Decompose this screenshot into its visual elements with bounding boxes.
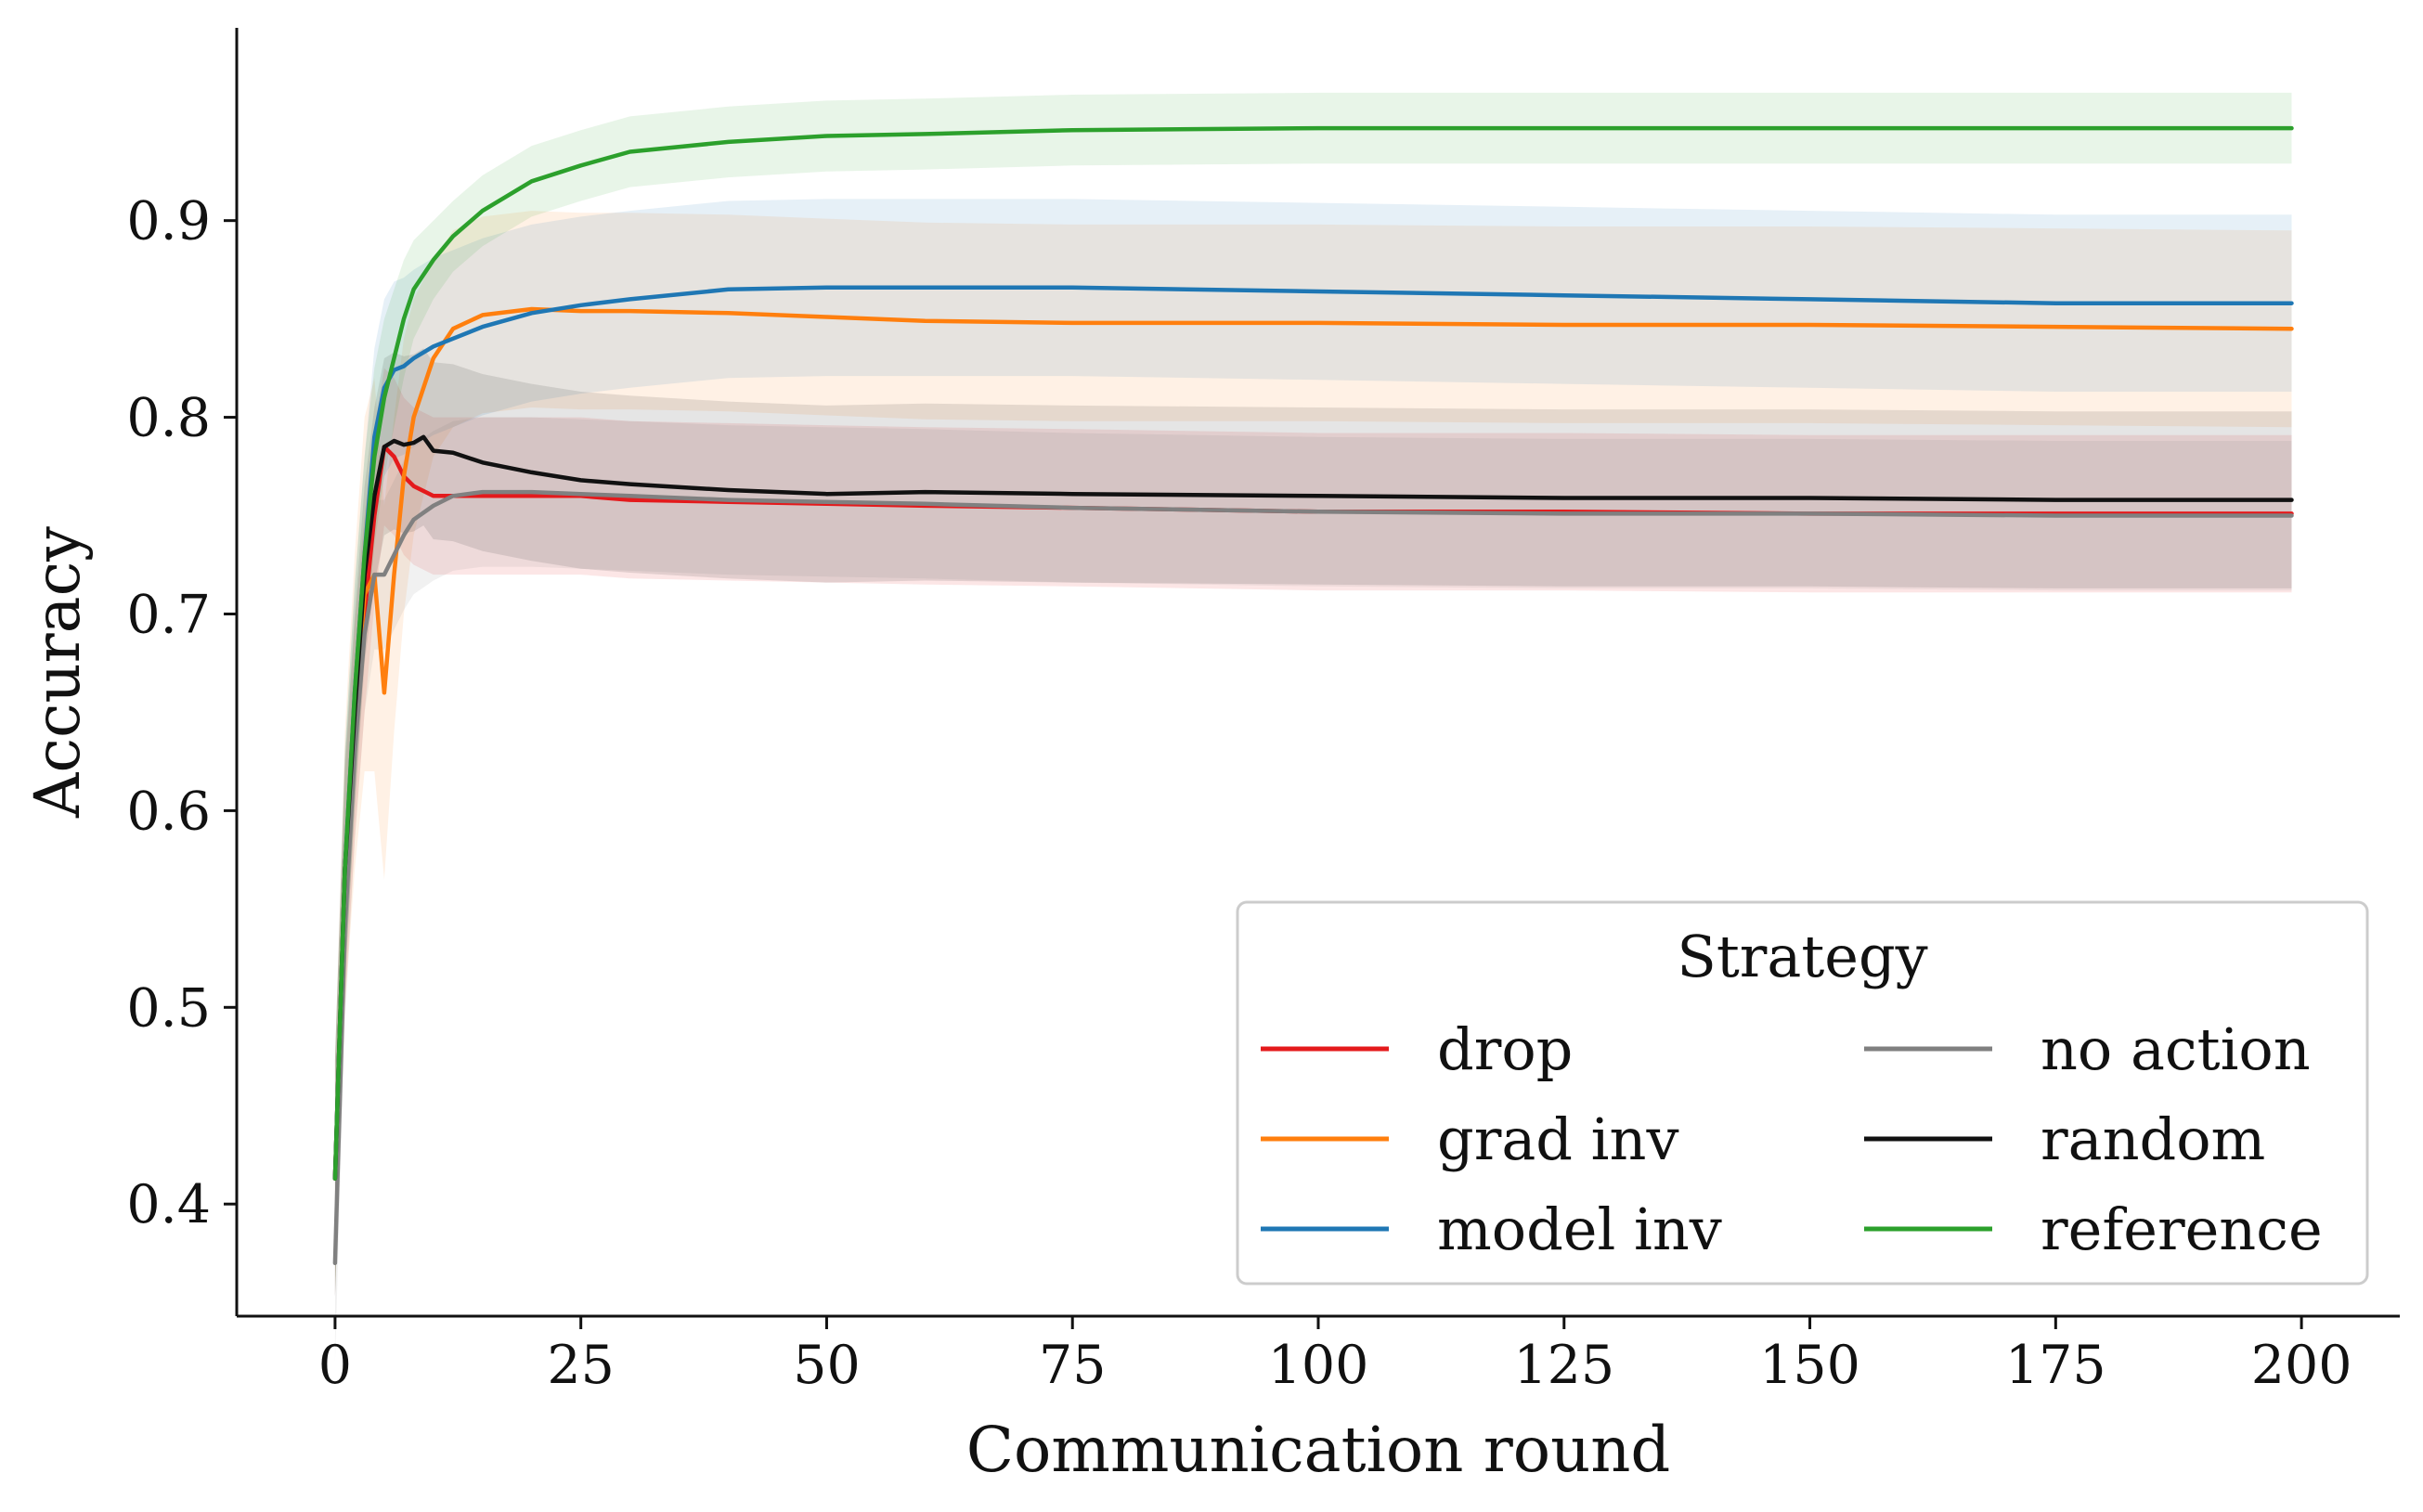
x-axis-label: Communication round [966, 1414, 1671, 1486]
legend-label: reference [2041, 1195, 2323, 1263]
y-axis-label: Accuracy [21, 526, 94, 819]
line-reference [332, 125, 2294, 1181]
line-random [332, 434, 2294, 1181]
y-tick-label: 0.5 [126, 977, 211, 1039]
x-tick-label: 100 [1268, 1335, 1369, 1396]
x-tick-label: 25 [547, 1335, 615, 1396]
legend: Strategy drop grad inv model inv no action ra… [1236, 900, 2369, 1286]
band-drop [334, 368, 2292, 1297]
legend-label: grad inv [1437, 1105, 1678, 1173]
band-random [334, 348, 2292, 1297]
line-no-action [332, 489, 2294, 1266]
y-tick-label: 0.9 [126, 191, 211, 252]
y-tick-label: 0.8 [126, 388, 211, 449]
legend-label: random [2041, 1105, 2265, 1173]
series-lines [332, 125, 2294, 1266]
x-tick-label: 125 [1513, 1335, 1614, 1396]
x-tick-label: 75 [1039, 1335, 1107, 1396]
band-reference [334, 92, 2292, 1297]
x-tick-label: 0 [318, 1335, 352, 1396]
x-tick-label: 150 [1759, 1335, 1860, 1396]
y-tick-label: 0.6 [126, 781, 211, 842]
axes: 0 25 50 75 100 125 150 175 200 0.4 0.5 0.6 0.7 0.8 0.9 [126, 28, 2400, 1396]
y-tick-label: 0.4 [126, 1174, 211, 1235]
y-tick-label: 0.7 [126, 584, 211, 645]
legend-label: model inv [1437, 1195, 1722, 1263]
legend-frame [1236, 900, 2369, 1286]
x-tick-label: 200 [2251, 1335, 2352, 1396]
legend-title: Strategy [1677, 923, 1927, 990]
legend-label: no action [2041, 1015, 2311, 1083]
x-tick-label: 175 [2005, 1335, 2106, 1396]
legend-label: drop [1437, 1015, 1573, 1083]
band-grad-inv [334, 211, 2292, 1297]
x-tick-label: 50 [793, 1335, 861, 1396]
